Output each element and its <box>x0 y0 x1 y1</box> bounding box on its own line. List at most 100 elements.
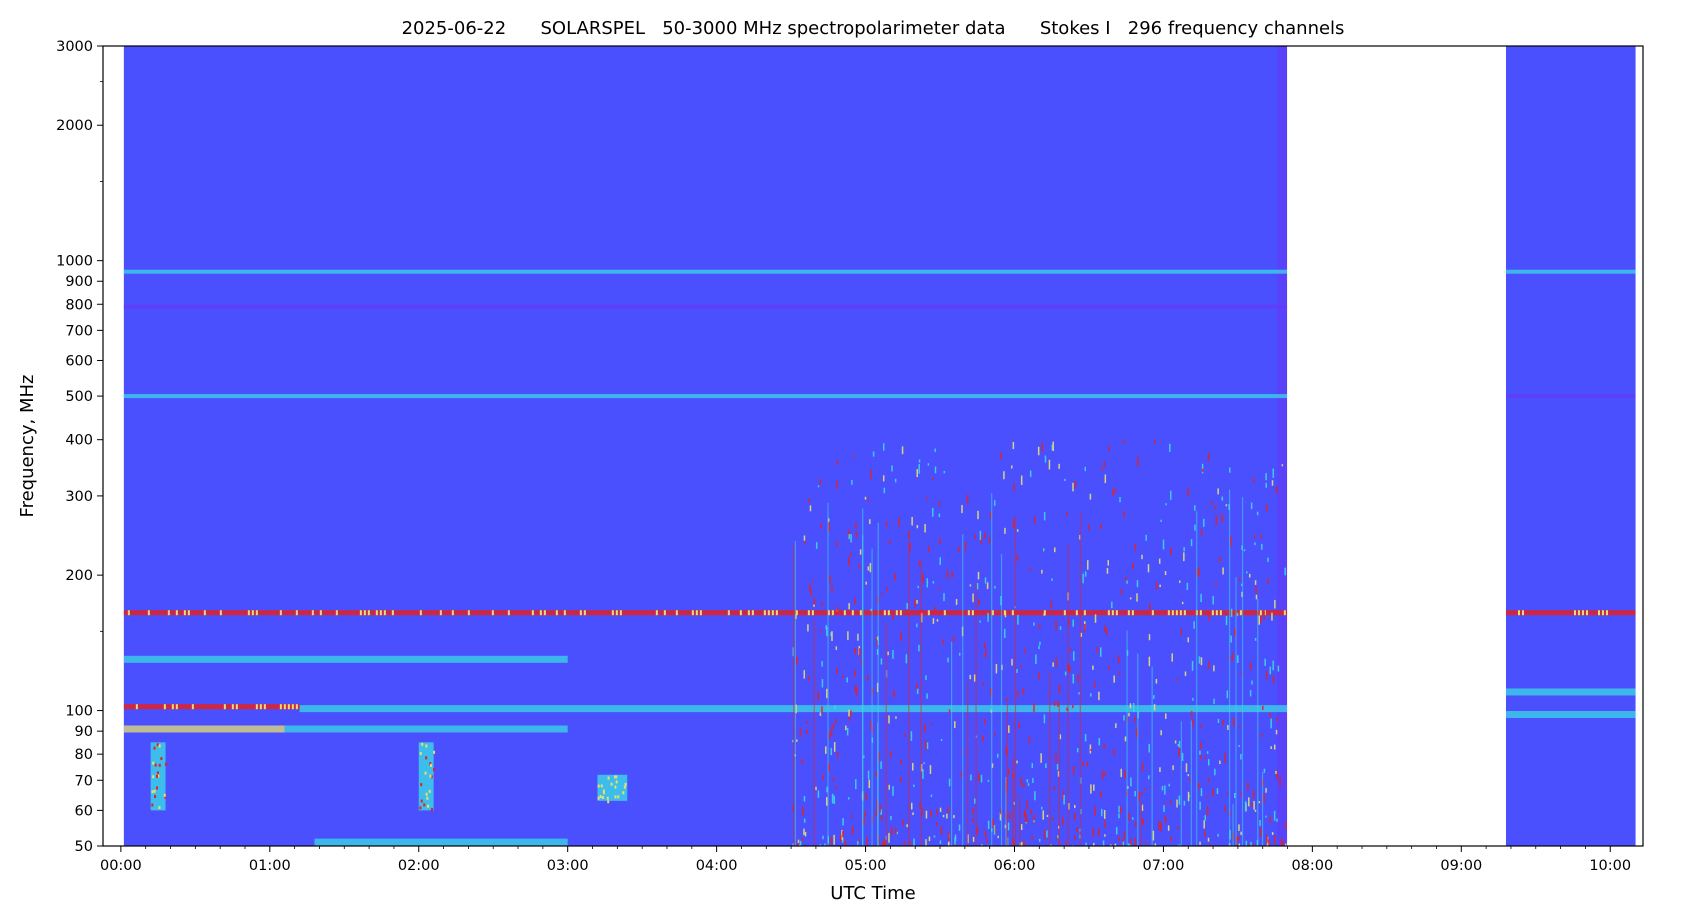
band-speckle <box>187 610 190 616</box>
burst-pixel <box>1055 657 1058 667</box>
burst-pixel <box>428 789 431 793</box>
burst-pixel <box>947 842 950 846</box>
burst-pixel <box>1056 836 1058 840</box>
y-tick-label: 1000 <box>56 254 93 270</box>
burst-streak <box>1235 577 1237 846</box>
burst-pixel <box>923 762 925 765</box>
burst-pixel <box>1229 536 1232 547</box>
burst-pixel <box>929 765 932 774</box>
burst-pixel <box>951 571 953 578</box>
burst-pixel <box>1053 786 1056 790</box>
burst-pixel <box>158 744 161 748</box>
burst-pixel <box>796 656 798 665</box>
burst-pixel <box>1119 497 1121 503</box>
burst-pixel <box>821 679 824 688</box>
burst-pixel <box>1274 599 1276 609</box>
band-speckle <box>1171 610 1174 616</box>
burst-pixel <box>1107 560 1109 566</box>
band-speckle <box>231 704 234 710</box>
burst-pixel <box>1023 840 1025 846</box>
burst-pixel <box>916 688 919 695</box>
burst-pixel <box>819 844 822 846</box>
burst-pixel <box>1059 626 1062 630</box>
burst-pixel <box>1266 842 1269 846</box>
burst-pixel <box>804 541 806 545</box>
burst-pixel <box>900 759 902 765</box>
burst-pixel <box>946 813 948 819</box>
burst-pixel <box>1134 821 1137 827</box>
burst-pixel <box>850 710 852 717</box>
band-speckle <box>379 610 382 616</box>
burst-streak <box>1049 672 1051 846</box>
band-speckle <box>375 610 378 616</box>
burst-pixel <box>1234 628 1236 638</box>
burst-pixel <box>801 806 804 816</box>
burst-pixel <box>1080 632 1082 638</box>
burst-pixel <box>430 763 433 767</box>
chart-title: 2025-06-22 SOLARSPEL 50-3000 MHz spectro… <box>402 18 1345 39</box>
burst-pixel <box>1160 519 1162 523</box>
burst-pixel <box>887 651 889 656</box>
burst-pixel <box>904 733 906 737</box>
burst-pixel <box>1159 845 1161 846</box>
burst-pixel <box>1272 468 1275 478</box>
band-speckle <box>695 610 698 616</box>
burst-pixel <box>808 676 810 681</box>
burst-pixel <box>1212 595 1214 605</box>
burst-streak <box>1079 512 1081 846</box>
x-tick-label: 04:00 <box>696 858 738 874</box>
burst-pixel <box>799 840 802 846</box>
band-speckle <box>335 610 338 616</box>
burst-pixel <box>812 580 814 583</box>
burst-pixel <box>1181 601 1184 605</box>
burst-streak <box>967 680 969 846</box>
burst-pixel <box>999 812 1002 821</box>
burst-pixel <box>1253 790 1255 799</box>
burst-streak <box>1019 796 1021 846</box>
burst-pixel <box>1259 827 1262 838</box>
burst-pixel <box>875 809 877 817</box>
band-speckle <box>363 610 366 616</box>
burst-pixel <box>1270 718 1272 729</box>
burst-pixel <box>1017 614 1019 625</box>
burst-pixel <box>990 688 992 697</box>
burst-pixel <box>815 542 818 549</box>
burst-pixel <box>1217 833 1219 837</box>
burst-pixel <box>875 637 878 641</box>
burst-pixel <box>623 785 626 789</box>
burst-pixel <box>881 815 883 821</box>
burst-streak <box>1137 653 1139 846</box>
band-speckle <box>655 610 658 616</box>
burst-pixel <box>1263 768 1266 773</box>
burst-pixel <box>918 560 921 567</box>
burst-pixel <box>1103 461 1105 467</box>
burst-pixel <box>891 465 893 472</box>
burst-pixel <box>1072 651 1075 661</box>
burst-pixel <box>1238 843 1241 846</box>
burst-pixel <box>1057 700 1059 707</box>
burst-pixel <box>855 686 858 697</box>
burst-pixel <box>1279 776 1281 787</box>
burst-pixel <box>1128 712 1130 717</box>
band-speckle <box>1131 610 1134 616</box>
band-speckle <box>295 704 298 710</box>
burst-pixel <box>1043 613 1045 616</box>
burst-streak <box>1190 720 1192 846</box>
burst-pixel <box>1028 736 1031 744</box>
burst-pixel <box>836 460 839 465</box>
burst-pixel <box>1236 835 1239 840</box>
burst-pixel <box>913 784 915 787</box>
burst-pixel <box>1208 613 1211 622</box>
burst-pixel <box>995 663 998 674</box>
burst-pixel <box>1254 637 1257 641</box>
burst-pixel <box>987 820 990 830</box>
burst-pixel <box>1000 452 1002 460</box>
burst-pixel <box>1255 585 1257 594</box>
burst-pixel <box>1177 826 1179 829</box>
burst-pixel <box>835 718 837 724</box>
band-speckle <box>767 610 770 616</box>
burst-pixel <box>833 742 836 752</box>
burst-pixel <box>1101 808 1103 817</box>
burst-pixel <box>419 752 422 756</box>
burst-pixel <box>1065 841 1067 845</box>
